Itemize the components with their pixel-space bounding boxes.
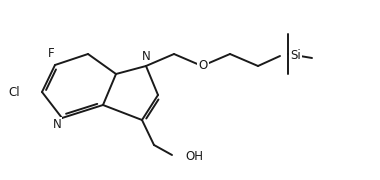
Text: Si: Si xyxy=(290,48,301,62)
Text: Cl: Cl xyxy=(8,86,20,98)
Text: OH: OH xyxy=(185,150,203,163)
Text: F: F xyxy=(48,46,54,60)
Text: N: N xyxy=(142,50,150,62)
Text: O: O xyxy=(198,58,207,71)
Text: N: N xyxy=(52,118,62,130)
